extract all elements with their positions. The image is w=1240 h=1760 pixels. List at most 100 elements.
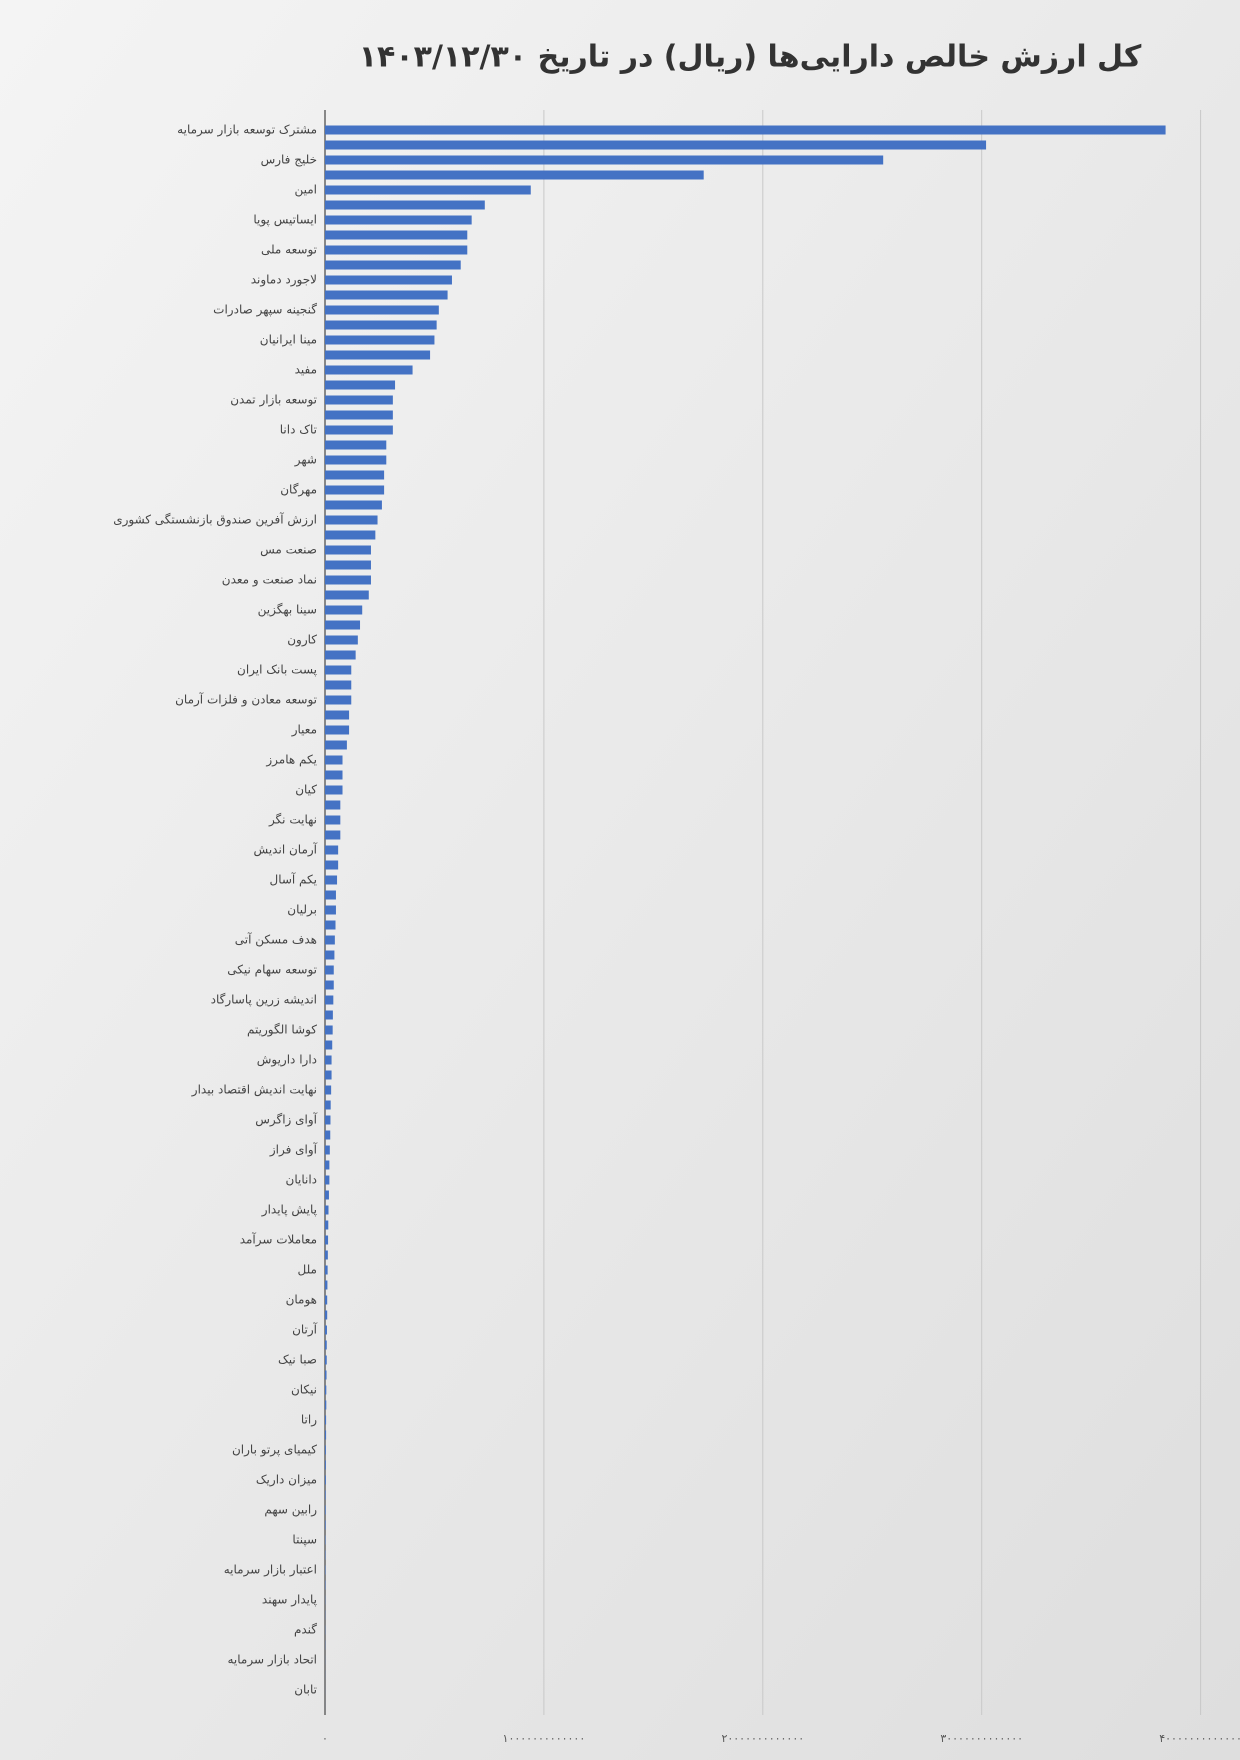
- y-tick-label: راتا: [301, 1413, 317, 1428]
- bar: [325, 1100, 331, 1110]
- bar: [325, 200, 485, 210]
- bar: [325, 725, 350, 735]
- y-tick-label: نهایت نگر: [268, 813, 317, 828]
- bar: [325, 980, 334, 990]
- bar: [325, 185, 531, 195]
- bar: [325, 680, 352, 690]
- y-tick-label: خلیج فارس: [261, 153, 317, 168]
- y-tick-label: کیمیای پرتو باران: [232, 1443, 317, 1458]
- y-tick-label: ارزش آفرین صندوق بازنشستگی کشوری: [113, 512, 317, 528]
- bar: [325, 710, 350, 720]
- bar: [325, 890, 336, 900]
- y-tick-label: اندیشه زرین پاسارگاد: [211, 993, 317, 1008]
- bar: [325, 965, 334, 975]
- y-tick-label: نیکان: [291, 1383, 317, 1397]
- bar: [325, 1070, 332, 1080]
- bar: [325, 650, 356, 660]
- y-tick-label: گندم: [294, 1623, 317, 1637]
- y-tick-label: میزان داریک: [256, 1473, 317, 1488]
- y-tick-label: مهرگان: [280, 483, 317, 498]
- bar: [325, 1250, 328, 1260]
- bar: [325, 1055, 332, 1065]
- bar: [325, 170, 704, 180]
- bar: [325, 1310, 328, 1320]
- bar: [325, 125, 1166, 135]
- y-tick-label: هومان: [286, 1293, 317, 1308]
- y-tick-label: پست بانک ایران: [237, 663, 317, 678]
- y-tick-label: توسعه ملی: [261, 243, 317, 258]
- bar: [325, 1520, 326, 1530]
- bar: [325, 605, 363, 615]
- y-tick-label: تاک دانا: [280, 423, 317, 437]
- bar: [325, 875, 338, 885]
- bar: [325, 1010, 333, 1020]
- bar: [325, 995, 334, 1005]
- y-tick-label: آوای فراز: [269, 1142, 318, 1158]
- bar: [325, 485, 385, 495]
- bar: [325, 140, 987, 150]
- bar: [325, 470, 385, 480]
- bar: [325, 1190, 329, 1200]
- bar: [325, 530, 376, 540]
- y-tick-label: توسعه معادن و فلزات آرمان: [175, 692, 317, 708]
- x-tick-label: ۰: [322, 1732, 328, 1745]
- bar: [325, 1505, 326, 1515]
- bar: [325, 785, 343, 795]
- bar: [325, 935, 335, 945]
- bar: [325, 320, 437, 330]
- y-tick-label: پایدار سهند: [262, 1593, 317, 1608]
- bar: [325, 455, 387, 465]
- bar: [325, 1175, 330, 1185]
- y-tick-label: دانایان: [286, 1173, 317, 1187]
- y-tick-label: مشترک توسعه بازار سرمایه: [177, 123, 317, 138]
- bar: [325, 1145, 330, 1155]
- bar: [325, 950, 335, 960]
- bar: [325, 1160, 330, 1170]
- y-tick-label: صنعت مس: [260, 543, 317, 558]
- bar: [325, 365, 413, 375]
- bar: [325, 425, 393, 435]
- bar: [325, 620, 361, 630]
- y-tick-label: معاملات سرآمد: [240, 1232, 317, 1248]
- bar: [325, 845, 339, 855]
- bar: [325, 410, 393, 420]
- y-tick-label: یکم آسال: [269, 872, 317, 887]
- y-tick-label: توسعه سهام نیکی: [227, 963, 317, 978]
- y-tick-label: آرمان اندیش: [254, 842, 318, 858]
- y-tick-label: معیار: [291, 723, 317, 738]
- bar: [325, 290, 448, 300]
- y-tick-label: مفید: [295, 363, 317, 377]
- y-tick-label: اتحاد بازار سرمایه: [227, 1653, 317, 1668]
- bar: [325, 350, 431, 360]
- bar: [325, 1235, 329, 1245]
- x-tick-label: ۲۰۰۰۰۰۰۰۰۰۰۰۰۰: [721, 1732, 804, 1745]
- y-tick-label: کیان: [295, 783, 317, 797]
- bar: [325, 545, 371, 555]
- bar: [325, 260, 461, 270]
- bar: [325, 515, 378, 525]
- bar: [325, 590, 369, 600]
- y-tick-label: کوشا الگوریتم: [247, 1023, 317, 1038]
- bar: [325, 920, 336, 930]
- bar: [325, 665, 352, 675]
- y-tick-label: سپنتا: [292, 1533, 317, 1547]
- y-tick-label: ایساتیس پویا: [253, 213, 317, 228]
- bar: [325, 1340, 327, 1350]
- bar: [325, 1325, 327, 1335]
- bar: [325, 1130, 331, 1140]
- bar: [325, 1295, 328, 1305]
- bar: [325, 1220, 329, 1230]
- bar: [325, 1475, 326, 1485]
- y-tick-label: دارا داریوش: [257, 1053, 317, 1068]
- bar: [325, 695, 352, 705]
- bar: [325, 1445, 326, 1455]
- y-tick-label: توسعه بازار تمدن: [230, 393, 317, 408]
- y-tick-label: امین: [294, 183, 317, 198]
- bar: [325, 1370, 327, 1380]
- bar: [325, 500, 382, 510]
- y-tick-label: مینا ایرانیان: [260, 333, 317, 348]
- bar: [325, 1415, 327, 1425]
- bar: [325, 215, 472, 225]
